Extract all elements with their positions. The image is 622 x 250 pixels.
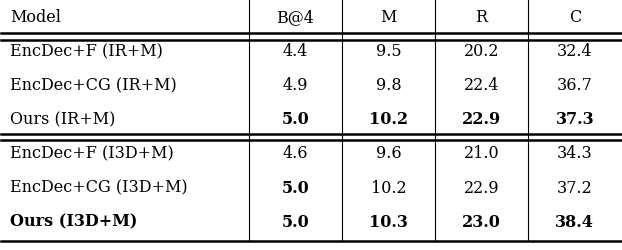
Text: C: C — [569, 9, 581, 26]
Text: 38.4: 38.4 — [555, 214, 594, 230]
Text: 37.2: 37.2 — [557, 180, 593, 196]
Text: 4.6: 4.6 — [283, 146, 309, 162]
Text: 36.7: 36.7 — [557, 77, 593, 94]
Text: 5.0: 5.0 — [282, 112, 309, 128]
Text: EncDec+F (I3D+M): EncDec+F (I3D+M) — [10, 146, 174, 162]
Text: 10.3: 10.3 — [369, 214, 408, 230]
Text: 9.6: 9.6 — [376, 146, 401, 162]
Text: 34.3: 34.3 — [557, 146, 593, 162]
Text: 9.8: 9.8 — [376, 77, 401, 94]
Text: 23.0: 23.0 — [462, 214, 501, 230]
Text: 10.2: 10.2 — [371, 180, 406, 196]
Text: 10.2: 10.2 — [369, 112, 408, 128]
Text: 21.0: 21.0 — [464, 146, 499, 162]
Text: B@4: B@4 — [277, 9, 315, 26]
Text: Model: Model — [10, 9, 61, 26]
Text: 5.0: 5.0 — [282, 214, 309, 230]
Text: 22.9: 22.9 — [462, 112, 501, 128]
Text: Ours (I3D+M): Ours (I3D+M) — [10, 214, 137, 230]
Text: 32.4: 32.4 — [557, 43, 593, 60]
Text: M: M — [381, 9, 397, 26]
Text: 22.9: 22.9 — [464, 180, 499, 196]
Text: 22.4: 22.4 — [464, 77, 499, 94]
Text: EncDec+F (IR+M): EncDec+F (IR+M) — [10, 43, 163, 60]
Text: 4.9: 4.9 — [283, 77, 309, 94]
Text: EncDec+CG (I3D+M): EncDec+CG (I3D+M) — [10, 180, 188, 196]
Text: 9.5: 9.5 — [376, 43, 401, 60]
Text: 20.2: 20.2 — [464, 43, 499, 60]
Text: Ours (IR+M): Ours (IR+M) — [10, 112, 115, 128]
Text: 5.0: 5.0 — [282, 180, 309, 196]
Text: 37.3: 37.3 — [555, 112, 594, 128]
Text: 4.4: 4.4 — [283, 43, 308, 60]
Text: EncDec+CG (IR+M): EncDec+CG (IR+M) — [10, 77, 177, 94]
Text: R: R — [476, 9, 488, 26]
